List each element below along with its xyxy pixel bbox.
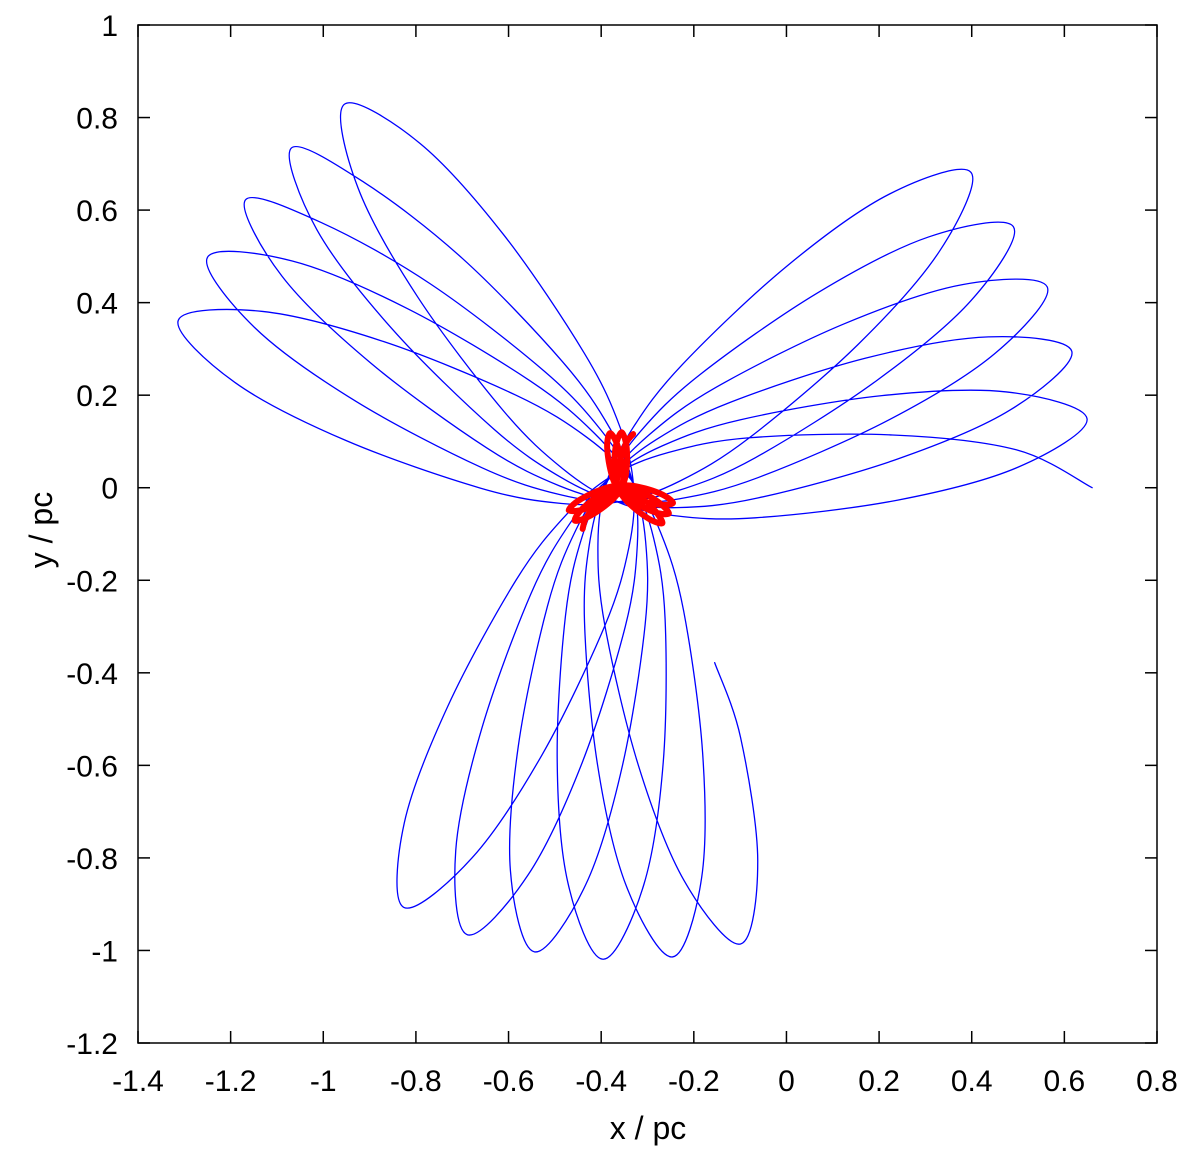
x-tick-label: 0.4 [951, 1065, 993, 1098]
plot-area [177, 102, 1093, 960]
plot-frame [137, 24, 1158, 1044]
x-tick-label: 0.6 [1044, 1065, 1086, 1098]
y-tick-label: -0.4 [66, 658, 118, 691]
y-tick-label: 0.8 [76, 103, 118, 136]
y-tick-label: -1 [91, 935, 118, 968]
y-tick-label: 1 [101, 10, 118, 43]
x-tick-label: -0.6 [483, 1065, 535, 1098]
y-tick-label: 0.4 [76, 288, 118, 321]
x-tick-label: -0.2 [668, 1065, 720, 1098]
x-axis-label: x / pc [610, 1110, 686, 1146]
x-tick-label: -1 [310, 1065, 337, 1098]
y-tick-label: -0.2 [66, 565, 118, 598]
y-tick-label: -1.2 [66, 1028, 118, 1061]
x-tick-label: 0.8 [1136, 1065, 1178, 1098]
y-tick-label: -0.8 [66, 843, 118, 876]
y-tick-label: -0.6 [66, 750, 118, 783]
x-tick-label: -0.8 [390, 1065, 442, 1098]
y-tick-label: 0.6 [76, 195, 118, 228]
x-tick-label: 0 [778, 1065, 795, 1098]
orbit-line [565, 429, 676, 532]
x-tick-label: -0.4 [575, 1065, 627, 1098]
x-tick-label: -1.4 [112, 1065, 164, 1098]
x-tick-label: 0.2 [858, 1065, 900, 1098]
y-tick-label: 0 [101, 473, 118, 506]
y-tick-label: 0.2 [76, 380, 118, 413]
x-tick-label: -1.2 [205, 1065, 257, 1098]
y-axis-label: y / pc [23, 492, 59, 568]
orbit-line [177, 102, 1093, 960]
